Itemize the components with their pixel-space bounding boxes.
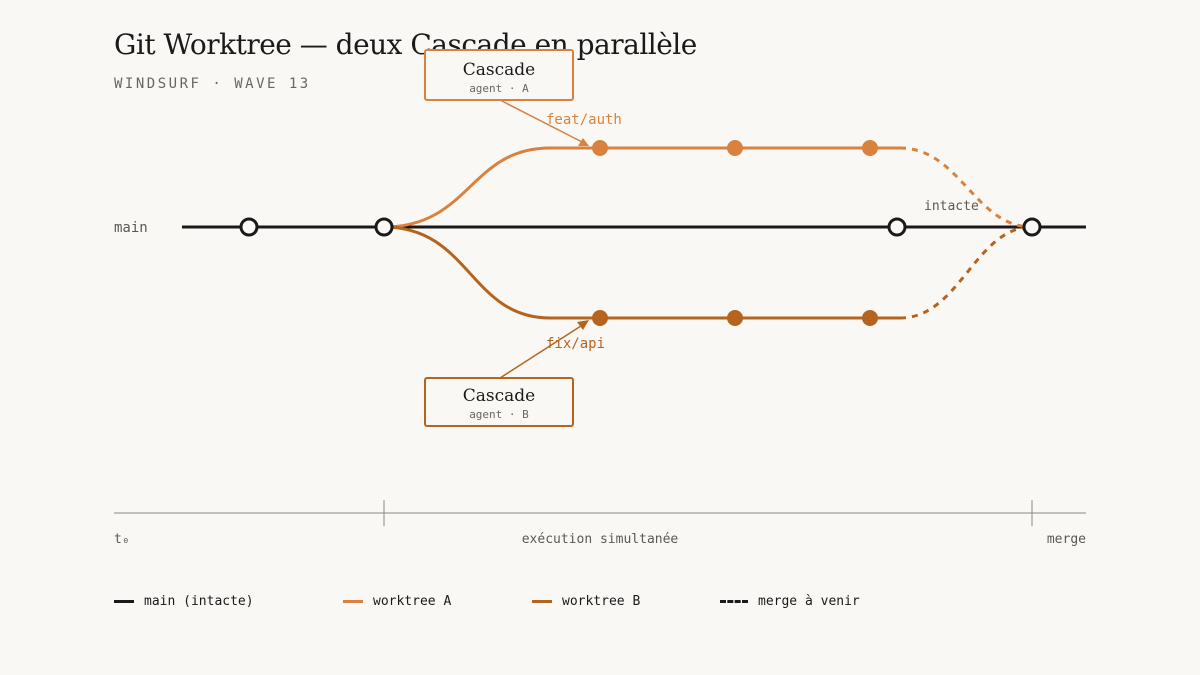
legend-item-worktree-b: worktree B bbox=[532, 594, 640, 609]
main-commit-node bbox=[887, 217, 907, 237]
agent-b-connector bbox=[499, 323, 585, 379]
legend-swatch-merge bbox=[720, 600, 748, 603]
worktree-a-commit-node bbox=[727, 140, 743, 156]
legend-swatch-worktree-a bbox=[343, 600, 363, 603]
legend: main (intacte) worktree A worktree B mer… bbox=[114, 594, 1074, 616]
legend-label-worktree-a: worktree A bbox=[373, 594, 452, 609]
worktree-a-commit-node bbox=[862, 140, 878, 156]
timeline-start-label: t₀ bbox=[114, 532, 130, 547]
main-branch-label: main bbox=[114, 220, 148, 236]
agent-b-box bbox=[424, 377, 574, 427]
worktree-b-branch-line bbox=[383, 225, 900, 320]
agent-b-arrowhead bbox=[577, 320, 589, 330]
branch-point-node bbox=[374, 217, 394, 237]
agent-a-title: Cascade bbox=[463, 60, 535, 80]
worktree-a-branch-line bbox=[383, 146, 900, 229]
agent-a-subtitle: agent · A bbox=[469, 82, 529, 95]
intact-label: intacte bbox=[924, 199, 979, 214]
legend-label-main: main (intacte) bbox=[144, 594, 254, 609]
page-subtitle: WINDSURF · WAVE 13 bbox=[114, 76, 311, 92]
branch-a-label: feat/auth bbox=[546, 112, 622, 128]
agent-a-arrowhead bbox=[578, 138, 589, 146]
agent-a-box bbox=[424, 49, 574, 101]
legend-label-worktree-b: worktree B bbox=[562, 594, 641, 609]
agent-b-title: Cascade bbox=[463, 386, 535, 406]
worktree-b-commit-node bbox=[592, 310, 608, 326]
timeline-end-label: merge bbox=[1047, 532, 1086, 547]
main-commit-node bbox=[239, 217, 259, 237]
agent-a-connector bbox=[499, 99, 585, 144]
timeline-middle-label: exécution simultanée bbox=[522, 532, 679, 547]
worktree-a-commit-node bbox=[592, 140, 608, 156]
legend-label-merge: merge à venir bbox=[758, 594, 860, 609]
legend-item-main: main (intacte) bbox=[114, 594, 254, 609]
worktree-b-merge-path bbox=[899, 225, 1033, 320]
legend-swatch-worktree-b bbox=[532, 600, 552, 603]
agent-b-subtitle: agent · B bbox=[469, 408, 529, 421]
merge-node bbox=[1022, 217, 1042, 237]
legend-item-worktree-a: worktree A bbox=[343, 594, 451, 609]
legend-item-merge: merge à venir bbox=[720, 594, 860, 609]
worktree-b-commit-node bbox=[727, 310, 743, 326]
legend-swatch-main bbox=[114, 600, 134, 603]
branch-b-label: fix/api bbox=[546, 336, 605, 352]
worktree-b-commit-node bbox=[862, 310, 878, 326]
page-title: Git Worktree — deux Cascade en parallèle bbox=[114, 28, 697, 61]
worktree-a-merge-path bbox=[899, 146, 1033, 229]
